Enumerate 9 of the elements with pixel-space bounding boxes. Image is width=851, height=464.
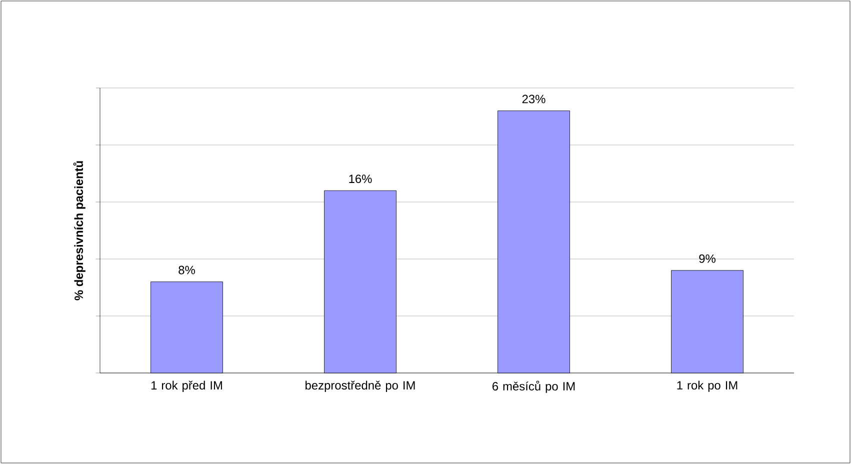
x-tick-label: bezprostředně po IM [306,380,415,392]
x-tick-label: 1 rok po IM [677,380,738,392]
y-axis-title: % depresivních pacientů [73,161,86,300]
data-label: 9% [699,254,716,263]
x-tick-label: 1 rok před IM [151,380,222,392]
data-label: 23% [522,94,546,104]
data-label: 16% [349,174,372,184]
data-label: 8% [178,266,195,274]
x-tick-label: 6 měsíců po IM [492,380,575,393]
